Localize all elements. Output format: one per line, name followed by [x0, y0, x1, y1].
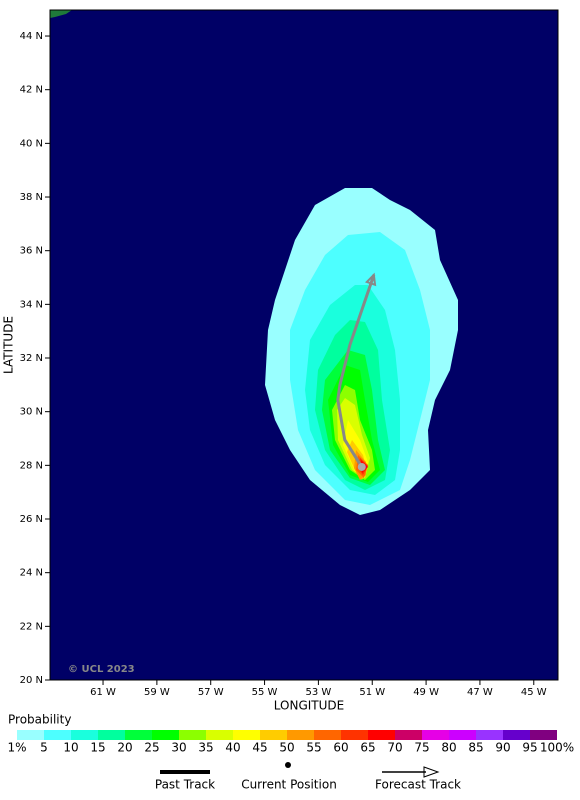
key-label: Forecast Track — [375, 778, 461, 792]
y-tick-label: 32 N — [20, 353, 43, 364]
legend-label: 80 — [441, 741, 456, 755]
legend-label: 30 — [171, 741, 186, 755]
legend-swatch — [179, 730, 206, 740]
frame — [49, 9, 559, 681]
legend-label: 35 — [198, 741, 213, 755]
legend-label: 90 — [495, 741, 510, 755]
legend-swatch — [341, 730, 368, 740]
key-label: Current Position — [241, 778, 337, 792]
forecast-key-arrow — [423, 766, 440, 778]
x-tick-label: 53 W — [306, 687, 332, 698]
y-tick-label: 42 N — [20, 85, 43, 96]
y-tick-label: 38 N — [20, 192, 43, 203]
copyright: © UCL 2023 — [68, 664, 135, 675]
y-tick-label: 36 N — [20, 246, 43, 257]
land — [50, 10, 72, 18]
legend-swatch — [503, 730, 530, 740]
legend-swatch — [17, 730, 44, 740]
legend-label: 55 — [306, 741, 321, 755]
legend-label: 5 — [40, 741, 48, 755]
legend-swatch — [125, 730, 152, 740]
legend-swatch — [287, 730, 314, 740]
y-tick-label: 30 N — [20, 407, 43, 418]
y-tick-label: 34 N — [20, 299, 43, 310]
x-tick-label: 45 W — [521, 687, 547, 698]
legend-swatch — [395, 730, 422, 740]
x-tick-label: 47 W — [467, 687, 493, 698]
x-axis-label: LONGITUDE — [274, 699, 344, 713]
forecast-track — [336, 274, 376, 468]
y-tick-label: 26 N — [20, 514, 43, 525]
legend-label: 70 — [387, 741, 402, 755]
legend-label: 15 — [90, 741, 105, 755]
legend-swatch — [260, 730, 287, 740]
current-position — [357, 462, 366, 471]
legend-label: 1% — [7, 741, 26, 755]
legend-swatch — [206, 730, 233, 740]
x-tick-label: 59 W — [144, 687, 170, 698]
legend-label: 45 — [252, 741, 267, 755]
legend-swatch — [44, 730, 71, 740]
legend-swatch — [422, 730, 449, 740]
legend-label: 60 — [333, 741, 348, 755]
legend-swatch — [530, 730, 557, 740]
legend-label: 100% — [540, 741, 574, 755]
legend-label: 20 — [117, 741, 132, 755]
y-tick-label: 20 N — [20, 675, 43, 686]
y-tick-label: 24 N — [20, 568, 43, 579]
track-arrowhead — [364, 272, 377, 287]
legend-swatch — [314, 730, 341, 740]
legend-label: 10 — [63, 741, 78, 755]
legend-title: Probability — [8, 713, 71, 727]
y-tick-label: 44 N — [20, 31, 43, 42]
legend-label: 95 — [522, 741, 537, 755]
x-tick-label: 49 W — [413, 687, 439, 698]
key-label: Past Track — [155, 778, 215, 792]
y-tick-label: 28 N — [20, 460, 43, 471]
legend-label: 75 — [414, 741, 429, 755]
legend-label: 50 — [279, 741, 294, 755]
y-tick-label: 40 N — [20, 138, 43, 149]
y-tick-label: 22 N — [20, 621, 43, 632]
probability-field — [265, 188, 458, 515]
legend-swatch — [152, 730, 179, 740]
legend-swatch — [98, 730, 125, 740]
legend-label: 85 — [468, 741, 483, 755]
legend-swatch — [449, 730, 476, 740]
y-axis-label: LATITUDE — [2, 316, 16, 374]
legend-label: 25 — [144, 741, 159, 755]
x-tick-label: 51 W — [359, 687, 385, 698]
x-tick-label: 61 W — [90, 687, 116, 698]
position-key — [285, 762, 291, 768]
legend-swatch — [233, 730, 260, 740]
x-tick-label: 57 W — [198, 687, 224, 698]
legend-label: 65 — [360, 741, 375, 755]
x-tick-label: 55 W — [252, 687, 278, 698]
legend-label: 40 — [225, 741, 240, 755]
legend-swatch — [71, 730, 98, 740]
legend-swatch — [368, 730, 395, 740]
legend-swatch — [476, 730, 503, 740]
